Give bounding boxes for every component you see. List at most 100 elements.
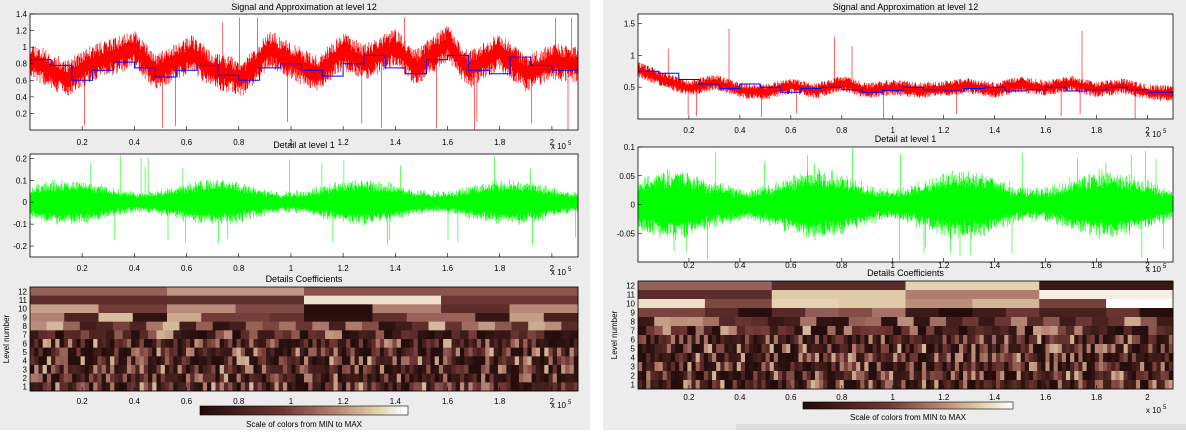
- coefficient-cell: [540, 365, 545, 374]
- coefficient-cell: [720, 326, 729, 336]
- coefficient-cell: [434, 373, 440, 383]
- coefficient-cell: [868, 353, 873, 363]
- x-tick-label: 2: [550, 264, 555, 273]
- coefficient-cell: [565, 347, 570, 357]
- coefficient-cell: [232, 382, 237, 392]
- coefficient-cell: [97, 356, 103, 366]
- coefficient-cell: [447, 339, 452, 348]
- coefficient-cell: [782, 344, 787, 354]
- coefficient-cell: [740, 362, 746, 372]
- coefficient-cell: [1168, 344, 1174, 354]
- coefficient-cell: [1098, 362, 1104, 372]
- coefficient-cell: [434, 347, 440, 357]
- coefficient-cell: [1107, 326, 1116, 336]
- coefficient-cell: [856, 362, 861, 372]
- coefficient-cell: [552, 356, 558, 366]
- coefficient-cell: [1005, 308, 1040, 318]
- coefficient-cell: [712, 344, 717, 354]
- coefficient-cell: [400, 373, 406, 383]
- coefficient-cell: [1115, 344, 1120, 354]
- coefficient-cell: [917, 344, 923, 354]
- coefficient-cell: [1098, 326, 1108, 336]
- coefficient-cell: [769, 335, 775, 345]
- coefficient-cell: [967, 380, 972, 390]
- coefficient-cell: [1008, 371, 1013, 381]
- coefficient-cell: [152, 382, 157, 392]
- coefficient-cell: [535, 365, 541, 374]
- coefficient-cell: [1148, 344, 1153, 354]
- coefficient-cell: [481, 373, 486, 383]
- coefficient-cell: [472, 373, 478, 383]
- coefficient-cell: [1000, 353, 1005, 363]
- coefficient-cell: [304, 347, 309, 357]
- coefficient-cell: [889, 335, 894, 345]
- coefficient-cell: [913, 344, 919, 354]
- coefficient-cell: [573, 373, 579, 383]
- coefficient-cell: [1020, 371, 1026, 381]
- coefficient-cell: [777, 380, 783, 390]
- level-tick-label: 9: [631, 309, 636, 318]
- coefficient-cell: [831, 362, 836, 372]
- coefficient-cell: [215, 365, 221, 374]
- x-tick-label: 1.2: [338, 397, 350, 406]
- signal-axes-frame: [29, 13, 579, 131]
- coefficient-cell: [98, 313, 134, 322]
- coefficient-cell: [232, 339, 237, 348]
- coefficient-cell: [565, 365, 570, 374]
- colorbar-step: [866, 402, 870, 409]
- window-status-strip: [736, 424, 1186, 430]
- coefficient-cell: [76, 356, 81, 366]
- coefficient-cell: [118, 373, 124, 383]
- coefficient-cell: [1160, 353, 1166, 363]
- x-exponent-label: 5: [1163, 264, 1167, 270]
- x-tick-label: 0.4: [129, 397, 141, 406]
- coefficient-cell: [959, 371, 964, 381]
- coefficient-cell: [790, 362, 795, 372]
- coefficient-cell: [839, 380, 845, 390]
- x-tick-label: 0.8: [836, 261, 848, 270]
- coefficient-cell: [753, 326, 762, 336]
- coefficient-cell: [704, 299, 773, 309]
- coefficient-cell: [975, 371, 980, 381]
- coefficient-cell: [971, 335, 976, 345]
- coefficient-cell: [654, 344, 659, 354]
- coefficient-cell: [269, 313, 305, 322]
- coefficient-cell: [654, 326, 664, 336]
- coefficient-cell: [358, 347, 364, 357]
- x-tick-label: 1.6: [1040, 393, 1052, 402]
- coefficient-cell: [316, 365, 322, 374]
- coefficient-cell: [670, 317, 688, 327]
- level-tick-label: 12: [626, 282, 635, 291]
- coefficient-cell: [761, 353, 766, 363]
- coefficient-cell: [291, 365, 296, 374]
- coefficient-cell: [148, 330, 157, 340]
- y-tick-label: 0: [23, 198, 28, 207]
- coefficient-cell: [42, 339, 48, 348]
- coefficient-cell: [695, 362, 701, 372]
- coefficient-cell: [646, 371, 651, 381]
- coefficient-cell: [240, 382, 246, 392]
- coefficient-cell: [308, 339, 313, 348]
- coefficient-cell: [1010, 317, 1028, 327]
- coefficient-cell: [190, 347, 195, 357]
- colorbar-step: [824, 402, 828, 409]
- coefficient-cell: [299, 330, 309, 340]
- colorbar-step: [876, 402, 881, 409]
- coefficient-cell: [971, 371, 976, 381]
- coefficient-cell: [687, 380, 692, 390]
- coefficient-cell: [282, 382, 288, 392]
- coefficient-cell: [769, 344, 775, 354]
- coefficient-cell: [384, 373, 389, 383]
- level-tick-label: 3: [631, 363, 636, 372]
- coefficient-cell: [806, 344, 812, 354]
- coefficient-cell: [249, 356, 254, 366]
- coefficient-cell: [240, 339, 246, 348]
- coefficient-cell: [745, 335, 750, 345]
- coefficient-cell: [93, 347, 98, 357]
- coefficient-cell: [573, 356, 579, 366]
- x-tick-label: 0.4: [734, 126, 746, 135]
- coefficient-cell: [1024, 326, 1034, 336]
- level-tick-label: 7: [23, 331, 28, 340]
- coefficient-cell: [518, 339, 524, 348]
